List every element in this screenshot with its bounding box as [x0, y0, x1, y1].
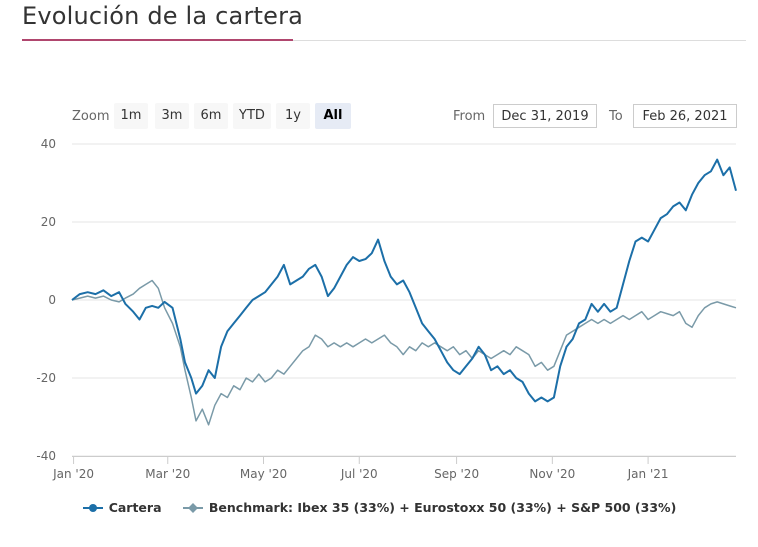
series-line-cartera[interactable] — [71, 158, 737, 403]
title-divider — [22, 40, 746, 41]
zoom-button-1y[interactable]: 1y — [276, 103, 310, 129]
zoom-button-3m[interactable]: 3m — [155, 103, 189, 129]
from-label: From — [453, 109, 486, 124]
x-tick-label: Jul '20 — [340, 467, 378, 481]
from-date-input[interactable]: Dec 31, 2019 — [493, 104, 597, 128]
to-label: To — [609, 109, 623, 124]
y-tick-label: 0 — [48, 293, 56, 307]
x-tick-label: May '20 — [240, 467, 287, 481]
to-date-input[interactable]: Feb 26, 2021 — [633, 104, 737, 128]
zoom-button-1m[interactable]: 1m — [114, 103, 148, 129]
axis-layer: -40 -20 0 20 40 Jan '20 Mar '20 May '20 Jul '20 S… — [36, 137, 736, 481]
chart-legend: Cartera Benchmark: Ibex 35 (33%) + Euros… — [0, 500, 758, 516]
zoom-button-all[interactable]: All — [315, 103, 351, 129]
legend-item-benchmark[interactable]: Benchmark: Ibex 35 (33%) + Eurostoxx 50 … — [182, 500, 676, 515]
y-tick-label: -40 — [36, 449, 56, 463]
title-accent-bar — [22, 39, 293, 41]
grid-layer — [72, 143, 736, 457]
page-title: Evolución de la cartera — [22, 2, 304, 30]
legend-label-cartera: Cartera — [108, 500, 162, 515]
x-tick-label: Jan '20 — [52, 467, 94, 481]
legend-swatch-benchmark — [182, 502, 203, 513]
series-layer — [71, 158, 737, 426]
x-tick-label: Mar '20 — [145, 467, 190, 481]
legend-swatch-cartera — [82, 503, 103, 512]
x-tick-label: Sep '20 — [434, 467, 479, 481]
legend-item-cartera[interactable]: Cartera — [82, 500, 162, 515]
zoom-label: Zoom — [72, 109, 110, 124]
x-tick-label: Jan '21 — [627, 467, 669, 481]
series-line-benchmark[interactable] — [71, 279, 737, 426]
legend-label-benchmark: Benchmark: Ibex 35 (33%) + Eurostoxx 50 … — [208, 500, 677, 515]
zoom-button-ytd[interactable]: YTD — [233, 103, 271, 129]
x-tick-label: Nov '20 — [529, 467, 575, 481]
y-tick-label: 40 — [41, 137, 56, 151]
y-tick-label: 20 — [41, 215, 56, 229]
zoom-button-6m[interactable]: 6m — [194, 103, 228, 129]
y-tick-label: -20 — [36, 371, 56, 385]
